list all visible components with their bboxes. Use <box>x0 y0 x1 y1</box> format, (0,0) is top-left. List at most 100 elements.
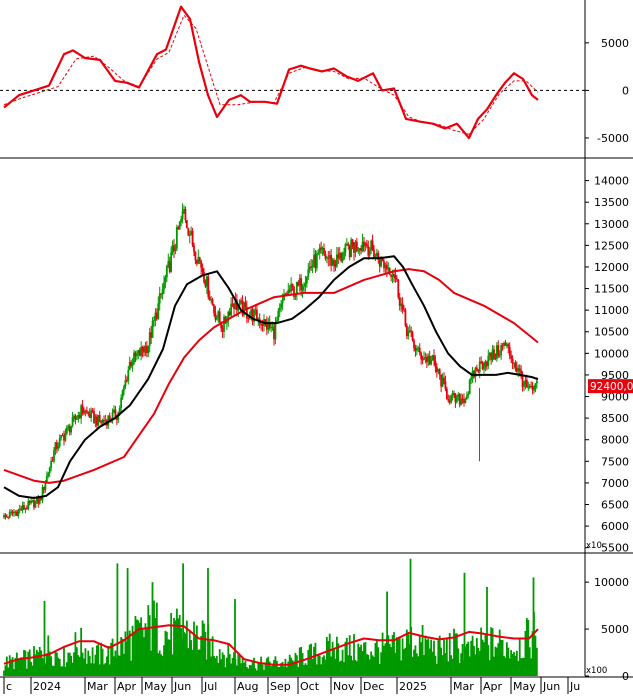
volume-bar-128 <box>185 620 188 676</box>
volume-bar-349 <box>501 639 504 676</box>
candle-body-286 <box>411 332 414 341</box>
volume-bar-234 <box>337 643 340 676</box>
candle-body-228 <box>328 255 331 259</box>
volume-bar-244 <box>351 660 354 676</box>
candle-body-18 <box>28 501 31 504</box>
candle-body-151 <box>218 311 221 322</box>
volume-bar-141 <box>204 631 207 676</box>
candle-64 <box>94 414 97 428</box>
volume-bar-333 <box>478 650 481 676</box>
candle-226 <box>325 255 328 264</box>
x-tick-label-11: Dec <box>363 680 384 693</box>
volume-bar-316 <box>454 633 457 676</box>
volume-bar-24 <box>37 652 40 676</box>
candle-body-362 <box>520 370 523 377</box>
candle-58 <box>85 406 88 415</box>
volume-bar-65 <box>95 645 98 676</box>
volume-bar-363 <box>521 657 524 676</box>
x-tick-label-14: Apr <box>483 680 503 693</box>
candle-185 <box>267 317 270 334</box>
candle-body-221 <box>318 247 321 254</box>
candle-body-129 <box>187 227 190 236</box>
candle-body-156 <box>225 321 228 324</box>
volume-bar-254 <box>365 654 368 676</box>
candle-147 <box>213 303 215 317</box>
candle-37 <box>55 439 58 454</box>
volume-bar-146 <box>211 636 214 676</box>
candle-body-270 <box>388 268 391 275</box>
candle-367 <box>527 381 530 392</box>
volume-bar-46 <box>68 652 71 676</box>
candle-body-168 <box>243 302 245 316</box>
candle-body-109 <box>158 293 161 304</box>
candle-body-96 <box>140 346 143 356</box>
volume-bar-269 <box>387 635 390 676</box>
volume-bar-159 <box>230 663 233 676</box>
candle-150 <box>217 310 220 323</box>
candle-248 <box>357 246 360 254</box>
candle-body-335 <box>481 362 484 370</box>
candle-body-39 <box>58 438 61 447</box>
candle-body-297 <box>427 356 430 362</box>
volume-bar-18 <box>28 649 31 676</box>
x-tick-label-7: Aug <box>237 680 258 693</box>
candle-286 <box>411 330 414 342</box>
volume-bar-182 <box>263 669 265 676</box>
volume-bar-313 <box>450 655 453 676</box>
volume-bar-62 <box>91 647 94 676</box>
volume-bar-68 <box>100 642 103 676</box>
volume-bar-188 <box>271 665 274 676</box>
candle-body-199 <box>287 289 290 295</box>
candle-229 <box>330 249 333 272</box>
candle-129 <box>187 227 190 237</box>
candle-194 <box>280 300 283 313</box>
candle-154 <box>223 314 225 339</box>
candle-80 <box>117 411 120 424</box>
volume-spike-2 <box>126 568 129 676</box>
candle-body-303 <box>435 367 438 372</box>
candle-body-226 <box>325 257 328 259</box>
volume-bar-44 <box>65 662 68 676</box>
candle-100 <box>145 341 148 358</box>
volume-bar-26 <box>40 650 43 676</box>
candle-40 <box>60 434 63 441</box>
volume-bar-366 <box>525 618 528 676</box>
volume-bar-58 <box>85 663 88 676</box>
candle-body-136 <box>197 257 200 264</box>
volume-bar-240 <box>345 637 348 676</box>
candle-142 <box>205 275 208 294</box>
candle-body-105 <box>153 319 155 322</box>
volume-bar-275 <box>395 637 398 676</box>
candle-body-192 <box>277 310 280 321</box>
price-ytick-label-12: 8000 <box>601 434 629 447</box>
candle-body-321 <box>461 398 464 400</box>
candle-209 <box>301 283 304 298</box>
candle-body-44 <box>65 427 68 434</box>
candle-344 <box>494 353 497 361</box>
price-ytick-label-11: 8500 <box>601 412 629 425</box>
volume-bar-295 <box>424 635 427 676</box>
candle-body-51 <box>75 418 78 420</box>
candle-28 <box>43 486 45 494</box>
candle-body-86 <box>125 380 128 382</box>
candle-337 <box>484 359 487 372</box>
candle-203 <box>293 285 295 300</box>
candle-body-128 <box>185 220 188 228</box>
candle-body-240 <box>345 243 348 245</box>
candle-139 <box>201 263 204 276</box>
candle-body-166 <box>240 300 243 302</box>
volume-bar-235 <box>338 661 341 676</box>
volume-bar-187 <box>270 666 273 676</box>
volume-bar-150 <box>217 662 220 676</box>
candle-243 <box>350 237 353 258</box>
candle-body-233 <box>335 254 338 267</box>
candle-body-266 <box>383 261 385 269</box>
candle-160 <box>231 296 234 308</box>
candle-body-202 <box>291 283 294 287</box>
candle-body-360 <box>517 368 520 372</box>
volume-bar-353 <box>507 647 510 676</box>
candle-51 <box>75 415 78 420</box>
volume-bar-318 <box>457 648 460 676</box>
candle-body-30 <box>45 475 48 484</box>
candle-body-50 <box>74 415 77 420</box>
